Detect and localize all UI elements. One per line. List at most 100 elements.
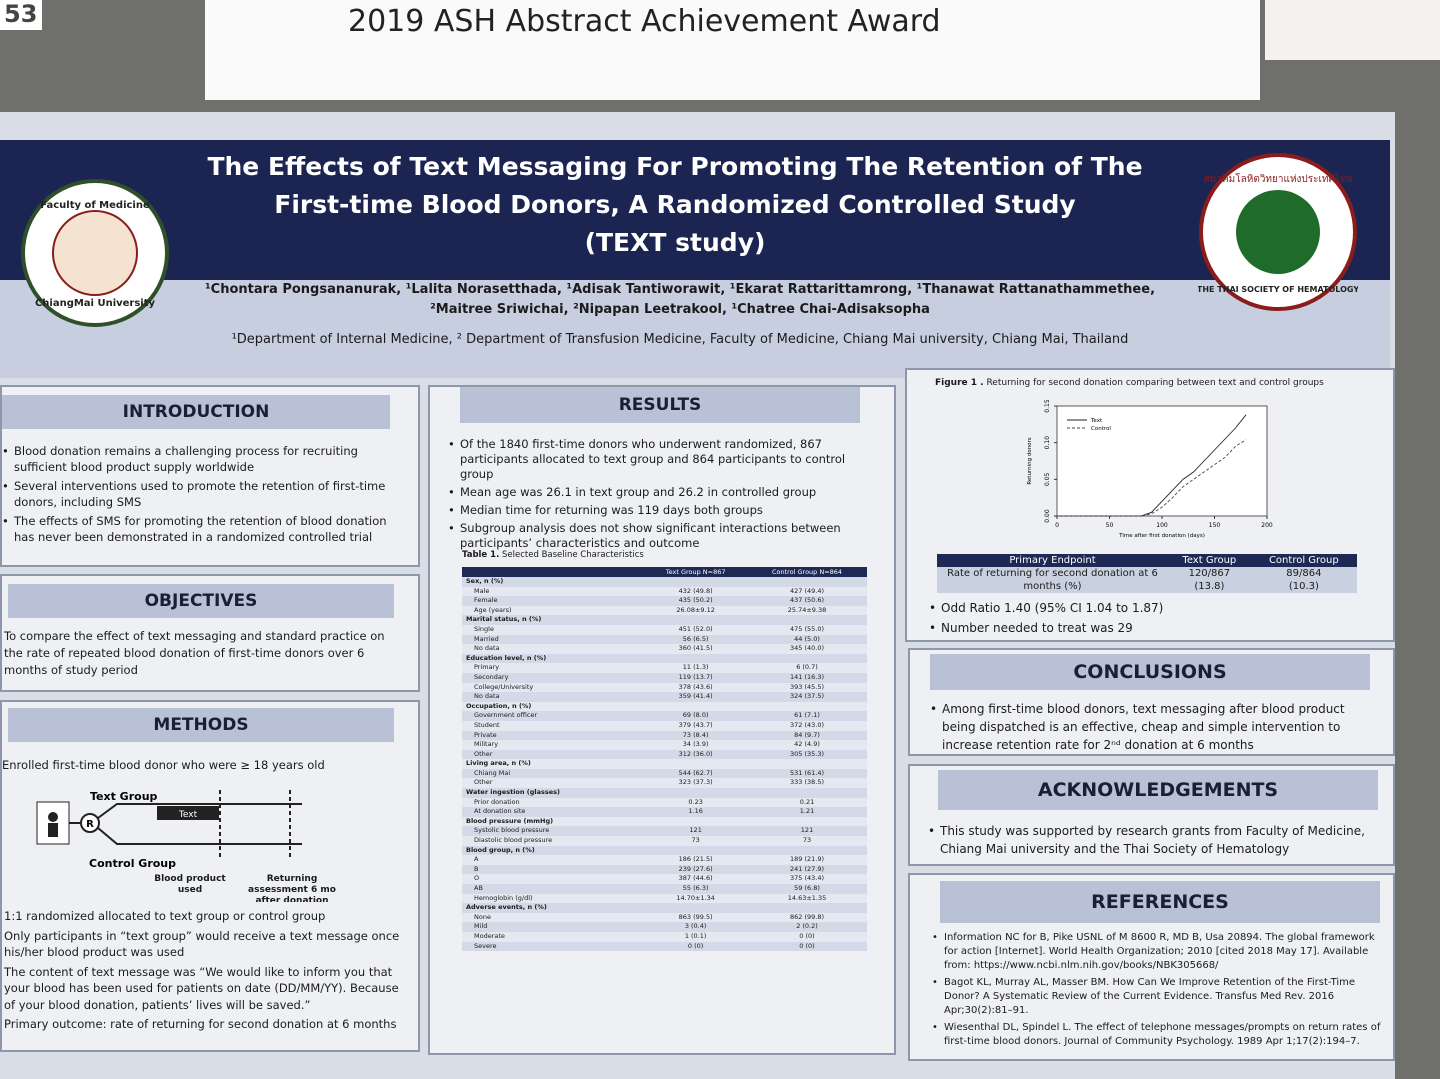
author-line: ²Maitree Sriwichai, ²Nipapan Leetrakool,… [430,302,930,317]
cell: 1.21 [799,807,815,816]
bullet-text: Wiesenthal DL, Spindel L. The effect of … [932,1021,1387,1049]
table-row: Adverse events, n (%) [462,903,867,913]
table-row: O 387 (44.6) 375 (43.4) [462,874,867,884]
table-header: Primary Endpoint Text Group Control Group [937,554,1357,567]
cell [747,903,867,913]
cell: 863 (99.5) [678,912,713,921]
table-row: Education level, n (%) [462,653,867,664]
author-band [0,280,1390,378]
cell: 432 (49.8) [678,586,713,595]
table-row: Moderate 1 (0.1) 0 (0) [462,931,867,942]
row-label: Chiang Mai [474,768,511,777]
left-logo: Faculty of Medicine ChiangMai University [21,179,169,327]
bullet-text: Median time for returning was 119 days b… [448,503,878,518]
table-row: Male 432 (49.8) 427 (49.4) [462,586,867,597]
row-label: Occupation, n (%) [466,701,532,710]
table-row: Other 312 (36.0) 305 (35.3) [462,749,867,760]
cell [747,846,867,856]
bullet-list: Among first-time blood donors, text mess… [930,700,1370,757]
table-row: Age (years) 26.08±9.12 25.74±9.38 [462,605,867,616]
cell: 333 (38.5) [789,778,825,787]
cell: 189 (21.9) [789,855,825,864]
cell: 359 (41.4) [678,692,713,701]
bullet-text: Blood donation remains a challenging pro… [2,443,407,475]
group-label: Text Group [90,790,158,803]
cell: 121 [689,826,702,835]
cell: Rate of returning for second donation at… [947,568,1158,592]
bullet-list: Odd Ratio 1.40 (95% CI 1.04 to 1.87) Numb… [929,600,1369,640]
cell: 119 (13.7) [678,672,713,681]
cell: 324 (37.5) [789,692,825,701]
x-tick-label: 100 [1156,522,1168,529]
timepoint-label: Blood product used [154,874,225,895]
title-line: The Effects of Text Messaging For Promot… [207,152,1143,181]
cell-text: 120/867 [1188,568,1231,579]
banner-title: 2019 ASH Abstract Achievement Award [348,4,941,39]
cell [644,702,747,712]
table-row: Rate of returning for second donation at… [937,567,1357,593]
row-label: Student [474,720,500,729]
right-logo: สมาคมโลหิตวิทยาแห่งประเทศไทย THE THAI SO… [1198,153,1358,311]
cell-text: 89/864 [1286,568,1322,579]
affiliation: ¹Department of Internal Medicine, ² Depa… [231,332,1129,347]
cell: 393 (45.5) [789,682,825,691]
row-label: Marital status, n (%) [466,615,542,624]
cell: 73 [802,836,812,845]
row-label: Government officer [474,711,538,720]
cell: 531 (61.4) [789,768,825,777]
row-label: Single [474,624,494,633]
row-label: Female [474,596,498,605]
cell: 0 (0) [687,941,704,950]
row-label: College/University [474,682,534,691]
cell: 6 (0.7) [796,663,818,672]
randomize-label: R [86,819,94,830]
table-label: Table 1. [462,550,500,560]
bullet-text: Primary outcome: rate of returning for s… [0,1016,402,1033]
x-tick-label: 0 [1055,522,1059,529]
author-line: ¹Chontara Pongsananurak, ¹Lalita Noraset… [204,282,1156,297]
cell [644,846,747,856]
row-label: Moderate [474,931,505,940]
cell [747,788,867,798]
table-row: B 239 (27.6) 241 (27.9) [462,864,867,875]
section-heading: ACKNOWLEDGEMENTS [938,770,1378,810]
cell: 379 (43.7) [678,720,713,729]
table-row: Secondary 119 (13.7) 141 (16.3) [462,672,867,683]
cell: 387 (44.6) [678,874,713,883]
cell: 372 (43.0) [789,720,825,729]
cell: 305 (35.3) [789,749,825,758]
title: The Effects of Text Messaging For Promot… [170,148,1180,262]
table-row: None 863 (99.5) 862 (99.8) [462,912,867,923]
row-label: Living area, n (%) [466,759,531,768]
series-line [1057,414,1247,517]
bullet-list: Information NC for B, Pike USNL of M 860… [932,931,1387,1052]
row-label: Prior donation [474,797,520,806]
table-row: AB 55 (6.3) 59 (6.8) [462,884,867,894]
table-row: Hemoglobin (g/dl) 14.70±1.34 14.63±1.35 [462,893,867,904]
row-label: Other [474,749,493,758]
cell: 375 (43.4) [789,874,825,883]
bullet-text: Among first-time blood donors, text mess… [930,700,1370,754]
table-row: No data 359 (41.4) 324 (37.5) [462,692,867,702]
row-label: Secondary [474,672,509,681]
x-axis-label: Time after first donation (days) [1118,533,1205,539]
table-row: Military 34 (3.9) 42 (4.9) [462,740,867,750]
logo-text: THE THAI SOCIETY OF HEMATOLOGY [1198,285,1358,294]
series-line [1057,439,1247,517]
row-label: O [474,874,480,883]
row-label: Age (years) [474,605,512,614]
cell: 84 (9.7) [794,730,820,739]
cell: 59 (6.8) [794,884,820,892]
cell: 378 (43.6) [678,682,713,691]
cell: 0.23 [688,797,703,806]
bullet-text: Mean age was 26.1 in text group and 26.2… [448,485,878,500]
table-caption-text: Selected Baseline Characteristics [502,550,644,560]
cell: 360 (41.5) [678,644,713,653]
row-label: Mild [474,922,488,931]
cell: 14.63±1.35 [787,893,827,902]
header-cell: Control Group [1250,554,1357,567]
title-line: First-time Blood Donors, A Randomized Co… [274,190,1076,219]
authors: ¹Chontara Pongsananurak, ¹Lalita Noraset… [200,280,1160,320]
table-row: Private 73 (8.4) 84 (9.7) [462,730,867,741]
cell: 121 [800,826,814,835]
